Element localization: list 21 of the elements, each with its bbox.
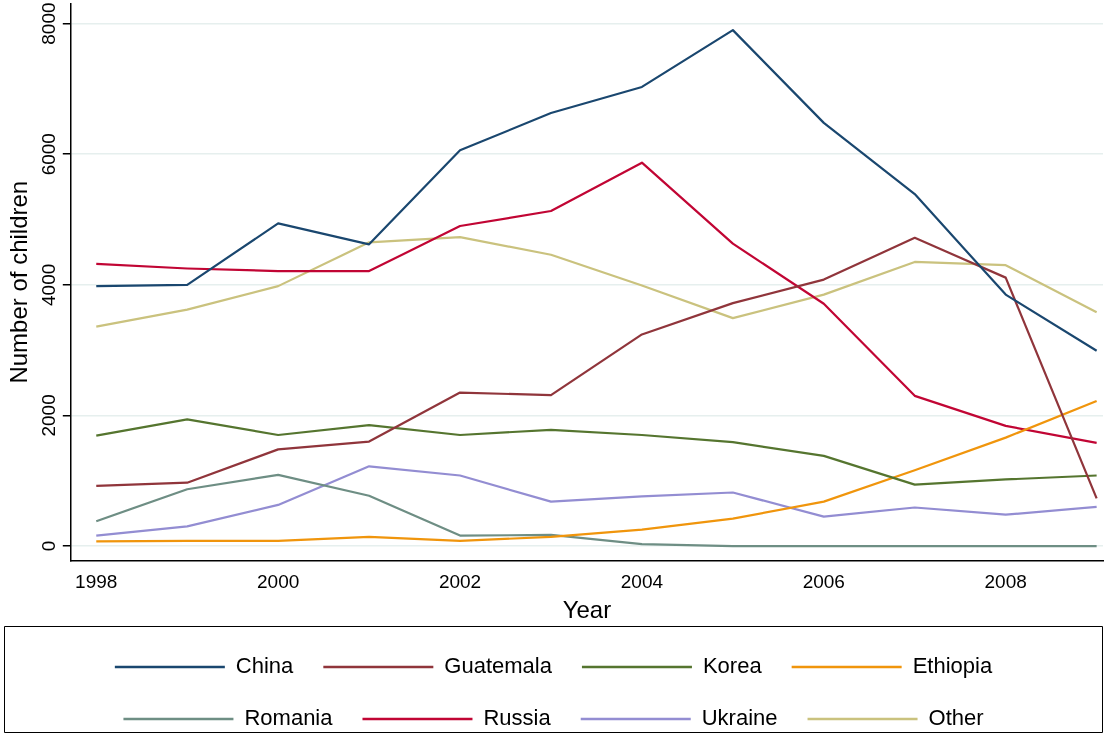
legend-label: Ukraine [701,705,778,731]
legend-label: Korea [702,653,763,679]
legend-label: Romania [244,705,334,731]
legend-label: China [235,653,295,679]
x-tick-label: 2004 [620,571,664,593]
x-tick-label: 2002 [438,571,482,593]
legend-label: Russia [483,705,552,731]
y-axis-title: Number of children [5,180,33,384]
x-axis-title: Year [562,596,612,624]
y-tick-label: 2000 [37,394,59,437]
legend-label: Other [928,705,984,731]
y-tick-label: 6000 [37,133,59,176]
x-tick-label: 2008 [984,571,1027,593]
x-tick-label: 2000 [257,571,300,593]
legend-label: Guatemala [444,653,553,679]
y-tick-label: 4000 [37,263,59,306]
x-tick-label: 1998 [75,571,118,593]
y-tick-label: 0 [37,540,59,552]
x-tick-label: 2006 [802,571,845,593]
y-tick-label: 8000 [37,2,59,45]
legend-label: Ethiopia [912,653,993,679]
